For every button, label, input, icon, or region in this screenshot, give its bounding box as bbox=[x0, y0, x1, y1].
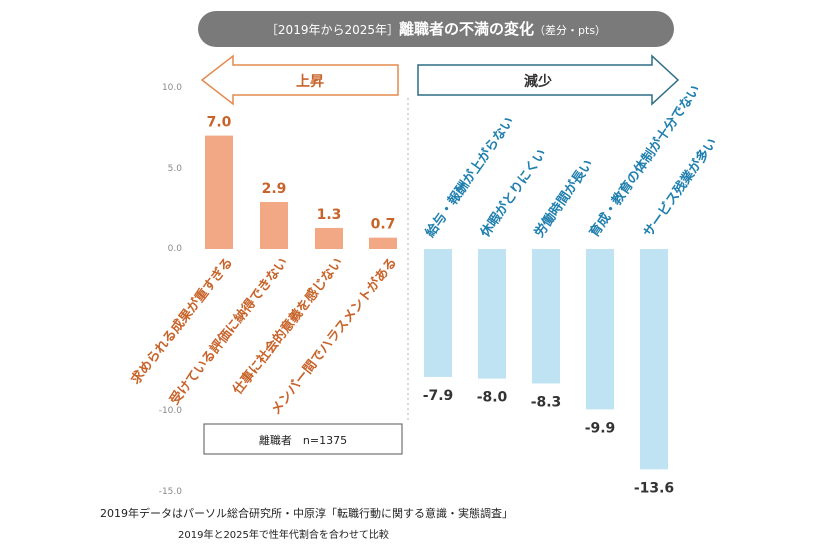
increase-arrow-label: 上昇 bbox=[296, 74, 324, 90]
data-label-increase-3: 1.3 bbox=[317, 207, 342, 223]
sample-size-label: 離職者 n=1375 bbox=[259, 433, 347, 447]
bar-decrease-3 bbox=[532, 249, 560, 384]
data-label-decrease-2: -8.0 bbox=[477, 390, 508, 406]
y-tick-minus-10: -10.0 bbox=[159, 406, 183, 416]
data-label-decrease-3: -8.3 bbox=[531, 394, 562, 410]
bar-decrease-1 bbox=[424, 249, 452, 377]
bar-increase-2 bbox=[260, 202, 288, 249]
chart-title-sub: （差分・pts） bbox=[534, 23, 606, 37]
increase-series: 7.0 2.9 1.3 0.7 求められる成果が重すぎる 受けている評価に納得で… bbox=[127, 115, 400, 418]
chart-title-main: 離職者の不満の変化 bbox=[399, 20, 534, 38]
y-tick-10: 10.0 bbox=[162, 83, 182, 93]
bar-decrease-5 bbox=[640, 249, 668, 470]
sample-size-box bbox=[203, 423, 403, 455]
chart-title-bracket: ［2019年から2025年］ bbox=[266, 23, 399, 37]
source-footnote: 2019年データはパーソル総合研究所・中原淳「転職行動に関する意識・実態調査」 bbox=[100, 507, 513, 520]
data-label-decrease-4: -9.9 bbox=[585, 420, 616, 436]
decrease-arrow bbox=[417, 54, 680, 106]
increase-arrow bbox=[200, 54, 399, 106]
data-label-increase-1: 7.0 bbox=[207, 115, 232, 131]
data-label-increase-4: 0.7 bbox=[371, 217, 396, 233]
bar-increase-4 bbox=[369, 237, 397, 249]
y-tick-0: 0.0 bbox=[168, 244, 183, 254]
y-tick-minus-15: -15.0 bbox=[159, 487, 183, 497]
data-label-decrease-5: -13.6 bbox=[634, 480, 674, 496]
decrease-series: -7.9 -8.0 -8.3 -9.9 -13.6 給与・報酬が上がらない 休暇… bbox=[422, 82, 720, 496]
chart-title: ［2019年から2025年］離職者の不満の変化（差分・pts） bbox=[266, 20, 606, 38]
bar-increase-1 bbox=[205, 135, 233, 249]
y-tick-5: 5.0 bbox=[168, 164, 183, 174]
data-label-increase-2: 2.9 bbox=[262, 181, 287, 197]
category-label-increase-3: 仕事に社会的意義を感じない bbox=[229, 255, 346, 399]
decrease-arrow-label: 減少 bbox=[524, 73, 552, 90]
chart-title-background bbox=[198, 11, 674, 47]
bar-decrease-4 bbox=[586, 249, 614, 410]
category-label-increase-1: 求められる成果が重すぎる bbox=[127, 255, 236, 388]
category-label-decrease-4: 育成・教育の体制が十分でない bbox=[586, 82, 704, 240]
method-footnote: 2019年と2025年で性年代割合を合わせて比較 bbox=[178, 530, 389, 541]
bar-increase-3 bbox=[315, 227, 343, 249]
y-axis: 10.0 5.0 0.0 -10.0 -15.0 bbox=[159, 83, 183, 497]
category-label-increase-2: 受けている評価に納得できない bbox=[166, 255, 291, 408]
bar-decrease-2 bbox=[478, 249, 506, 379]
data-label-decrease-1: -7.9 bbox=[423, 388, 454, 404]
category-label-decrease-3: 労働時間が長い bbox=[531, 157, 596, 241]
